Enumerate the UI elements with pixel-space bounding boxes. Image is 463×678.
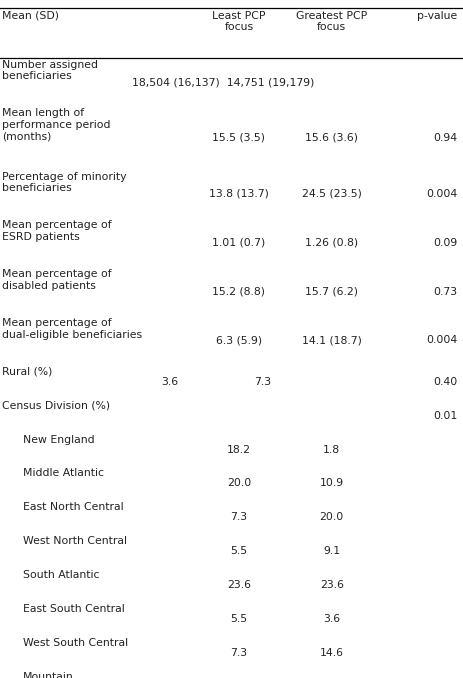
Text: 1.01 (0.7): 1.01 (0.7)	[212, 238, 265, 247]
Text: 20.0: 20.0	[319, 513, 343, 522]
Text: 15.6 (3.6): 15.6 (3.6)	[305, 133, 357, 143]
Text: 23.6: 23.6	[226, 580, 250, 590]
Text: 24.5 (23.5): 24.5 (23.5)	[301, 189, 361, 199]
Text: 18.2: 18.2	[226, 445, 250, 454]
Text: Mean percentage of
dual-eligible beneficiaries: Mean percentage of dual-eligible benefic…	[2, 318, 142, 340]
Text: Mean percentage of
disabled patients: Mean percentage of disabled patients	[2, 269, 112, 291]
Text: 15.2 (8.8): 15.2 (8.8)	[212, 287, 265, 296]
Text: Least PCP
focus: Least PCP focus	[212, 11, 265, 33]
Text: Mean (SD): Mean (SD)	[2, 11, 59, 21]
Text: 14.1 (18.7): 14.1 (18.7)	[301, 336, 361, 345]
Text: 0.73: 0.73	[432, 287, 456, 296]
Text: Mountain: Mountain	[23, 672, 74, 678]
Text: 23.6: 23.6	[319, 580, 343, 590]
Text: 0.40: 0.40	[432, 377, 456, 386]
Text: 6.3 (5.9): 6.3 (5.9)	[215, 336, 262, 345]
Text: 18,504 (16,137)  14,751 (19,179): 18,504 (16,137) 14,751 (19,179)	[132, 77, 314, 87]
Text: Rural (%): Rural (%)	[2, 367, 53, 377]
Text: 5.5: 5.5	[230, 614, 247, 624]
Text: 7.3: 7.3	[230, 513, 247, 522]
Text: West North Central: West North Central	[23, 536, 127, 546]
Text: 13.8 (13.7): 13.8 (13.7)	[208, 189, 269, 199]
Text: p-value: p-value	[416, 11, 456, 21]
Text: 7.3: 7.3	[253, 377, 270, 386]
Text: East North Central: East North Central	[23, 502, 124, 513]
Text: Mean length of
performance period
(months): Mean length of performance period (month…	[2, 108, 111, 142]
Text: 0.004: 0.004	[425, 189, 456, 199]
Text: 10.9: 10.9	[319, 479, 343, 488]
Text: 0.004: 0.004	[425, 336, 456, 345]
Text: 20.0: 20.0	[226, 479, 250, 488]
Text: 5.5: 5.5	[230, 546, 247, 556]
Text: 7.3: 7.3	[230, 648, 247, 658]
Text: 1.8: 1.8	[323, 445, 339, 454]
Text: 15.5 (3.5): 15.5 (3.5)	[212, 133, 265, 143]
Text: 3.6: 3.6	[323, 614, 339, 624]
Text: 9.1: 9.1	[323, 546, 339, 556]
Text: 0.01: 0.01	[432, 411, 456, 420]
Text: South Atlantic: South Atlantic	[23, 570, 100, 580]
Text: Mean percentage of
ESRD patients: Mean percentage of ESRD patients	[2, 220, 112, 242]
Text: 3.6: 3.6	[161, 377, 177, 386]
Text: 1.26 (0.8): 1.26 (0.8)	[305, 238, 357, 247]
Text: 15.7 (6.2): 15.7 (6.2)	[305, 287, 357, 296]
Text: New England: New England	[23, 435, 94, 445]
Text: Percentage of minority
beneficiaries: Percentage of minority beneficiaries	[2, 172, 126, 193]
Text: 14.6: 14.6	[319, 648, 343, 658]
Text: West South Central: West South Central	[23, 638, 128, 648]
Text: Number assigned
beneficiaries: Number assigned beneficiaries	[2, 60, 98, 81]
Text: Greatest PCP
focus: Greatest PCP focus	[295, 11, 367, 33]
Text: East South Central: East South Central	[23, 604, 125, 614]
Text: 0.09: 0.09	[432, 238, 456, 247]
Text: 0.94: 0.94	[432, 133, 456, 143]
Text: Census Division (%): Census Division (%)	[2, 401, 110, 411]
Text: Middle Atlantic: Middle Atlantic	[23, 468, 104, 479]
